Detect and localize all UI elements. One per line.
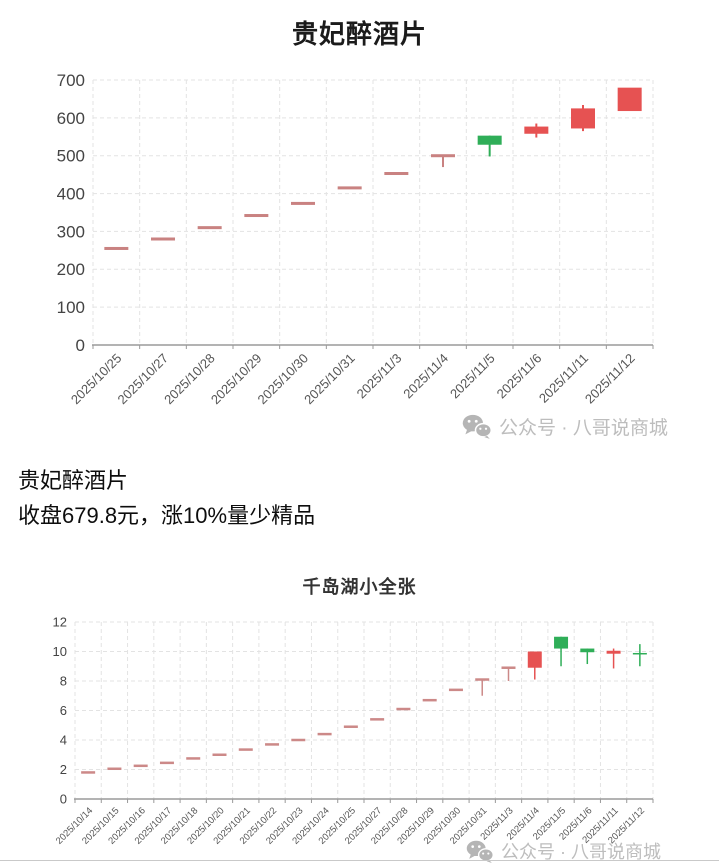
candle — [343, 725, 358, 728]
candle — [606, 648, 621, 669]
y-tick-label: 700 — [57, 71, 85, 90]
y-tick-label: 500 — [57, 147, 85, 166]
y-tick-label: 10 — [53, 644, 67, 659]
chart-title-guifei: 贵妃醉酒片 — [291, 19, 427, 49]
candle — [291, 201, 315, 205]
candle — [527, 651, 542, 680]
candle — [571, 104, 595, 132]
candle — [238, 748, 253, 751]
y-tick-label: 600 — [57, 109, 85, 128]
gridlines — [92, 79, 654, 345]
candle — [617, 87, 642, 112]
description-detail: 收盘679.8元，涨10%量少精品 — [18, 503, 316, 528]
candle — [265, 743, 280, 746]
candle — [81, 771, 96, 774]
candle — [431, 154, 455, 168]
watermark-bottom: 公众号 · 八哥说商城 — [466, 838, 661, 863]
candle — [133, 764, 148, 768]
x-tick-label: 2025/11/4 — [400, 351, 451, 402]
candle — [151, 237, 175, 241]
candle — [244, 214, 269, 218]
watermark-text: 公众号 · 八哥说商城 — [499, 418, 668, 439]
y-tick-label: 400 — [57, 185, 85, 204]
candle — [291, 738, 306, 742]
candle — [317, 732, 332, 736]
candle — [370, 718, 385, 721]
guifei-candlestick-chart: 01002003004005006007002025/10/252025/10/… — [57, 71, 654, 407]
qiandaohu-candlestick-chart: 0246810122025/10/142025/10/152025/10/162… — [53, 615, 654, 847]
candle — [337, 186, 362, 190]
candle — [524, 123, 549, 138]
y-tick-label: 100 — [57, 298, 85, 317]
x-tick-label: 2025/11/5 — [447, 351, 498, 402]
watermark-top: 公众号 · 八哥说商城 — [462, 413, 668, 440]
candles — [104, 87, 642, 250]
description: 贵妃醉酒片 收盘679.8元，涨10%量少精品 — [18, 463, 315, 533]
y-tick-label: 2 — [60, 762, 67, 777]
candle — [448, 688, 463, 692]
candle — [475, 678, 490, 696]
gridlines — [74, 621, 654, 799]
bottom-divider — [0, 860, 719, 861]
watermark-text: 公众号 · 八哥说商城 — [501, 842, 661, 862]
candles — [81, 636, 647, 774]
y-tick-label: 6 — [60, 703, 67, 718]
axes — [74, 798, 654, 803]
chart-title-qiandaohu: 千岛湖小全张 — [302, 577, 417, 597]
x-tick-label: 2025/11/12 — [582, 351, 638, 407]
wechat-icon — [462, 414, 492, 439]
x-tick-label: 2025/10/31 — [301, 351, 358, 408]
candle — [632, 644, 647, 667]
candle — [186, 757, 201, 760]
axis-labels: 0246810122025/10/142025/10/152025/10/162… — [53, 615, 647, 847]
candle — [580, 648, 595, 665]
candle — [197, 226, 222, 230]
axes — [92, 344, 654, 349]
y-tick-label: 12 — [53, 615, 67, 630]
candle — [422, 698, 437, 702]
candle — [107, 767, 122, 771]
candle — [554, 636, 569, 667]
candle — [477, 135, 502, 157]
y-tick-label: 200 — [57, 260, 85, 279]
x-tick-label: 2025/11/3 — [354, 351, 405, 402]
y-tick-label: 0 — [60, 792, 67, 807]
candle — [396, 707, 411, 711]
y-tick-label: 0 — [76, 336, 85, 355]
candle — [384, 172, 409, 176]
description-title: 贵妃醉酒片 — [18, 468, 129, 493]
y-tick-label: 8 — [60, 674, 67, 689]
y-tick-label: 4 — [60, 733, 67, 748]
candle — [104, 246, 129, 250]
candle — [159, 761, 174, 765]
y-tick-label: 300 — [57, 222, 85, 241]
candle — [212, 753, 227, 756]
candle — [501, 666, 516, 681]
axis-labels: 01002003004005006007002025/10/252025/10/… — [57, 71, 638, 407]
